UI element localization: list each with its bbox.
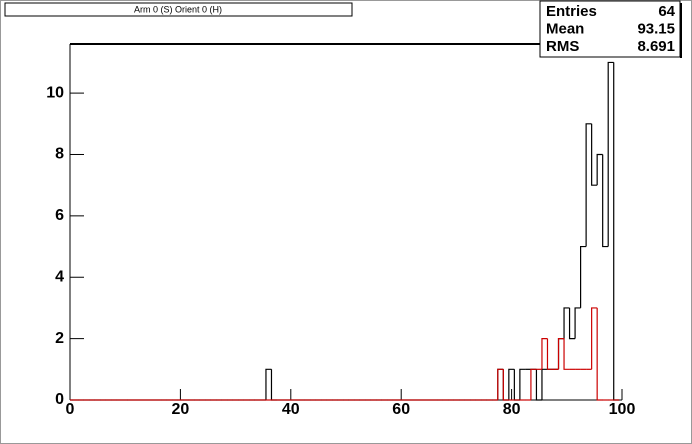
stat-value: 64 bbox=[658, 3, 675, 20]
histogram-bin bbox=[585, 123, 592, 247]
histogram-bin bbox=[596, 153, 603, 186]
y-tick-label: 6 bbox=[55, 207, 64, 224]
stat-label: RMS bbox=[546, 38, 579, 55]
histogram-bin bbox=[546, 338, 553, 370]
histogram-bin bbox=[596, 307, 603, 401]
histogram-bin bbox=[508, 368, 515, 400]
chart-title: Arm 0 (S) Orient 0 (H) bbox=[134, 4, 222, 14]
y-tick-label: 8 bbox=[55, 146, 64, 163]
histogram-bin bbox=[557, 338, 565, 370]
stat-label: Entries bbox=[546, 3, 597, 20]
x-tick-label: 40 bbox=[282, 401, 300, 418]
histogram-bin bbox=[497, 368, 504, 400]
histogram-bin bbox=[602, 154, 609, 248]
stats-box bbox=[539, 0, 681, 58]
histogram-bin bbox=[580, 245, 587, 308]
y-tick-label: 0 bbox=[55, 391, 64, 408]
histogram-bin bbox=[591, 307, 598, 370]
stat-label: Mean bbox=[546, 20, 584, 37]
x-tick-label: 80 bbox=[503, 401, 521, 418]
histogram-bin bbox=[519, 368, 526, 400]
y-tick-label: 4 bbox=[55, 268, 64, 285]
histogram-bin bbox=[265, 368, 272, 400]
histogram-bin bbox=[502, 369, 509, 401]
histogram-bin bbox=[607, 61, 614, 247]
title-box bbox=[4, 2, 353, 17]
y-tick-label: 10 bbox=[46, 84, 64, 101]
histogram-bin bbox=[591, 123, 598, 186]
histogram-bin bbox=[541, 338, 548, 370]
histogram-bin bbox=[535, 369, 542, 401]
x-tick-label: 0 bbox=[66, 401, 75, 418]
y-tick-label: 2 bbox=[55, 330, 64, 347]
histogram-bin bbox=[563, 338, 570, 370]
x-tick-label: 20 bbox=[172, 401, 190, 418]
histogram-bin bbox=[568, 307, 576, 340]
stat-value: 8.691 bbox=[637, 38, 675, 55]
x-tick-label: 100 bbox=[609, 401, 636, 418]
histogram-bin bbox=[574, 307, 581, 339]
histogram-bin bbox=[530, 368, 537, 400]
stat-value: 93.15 bbox=[637, 20, 675, 37]
x-tick-label: 60 bbox=[392, 401, 410, 418]
histogram-bin bbox=[563, 307, 570, 339]
